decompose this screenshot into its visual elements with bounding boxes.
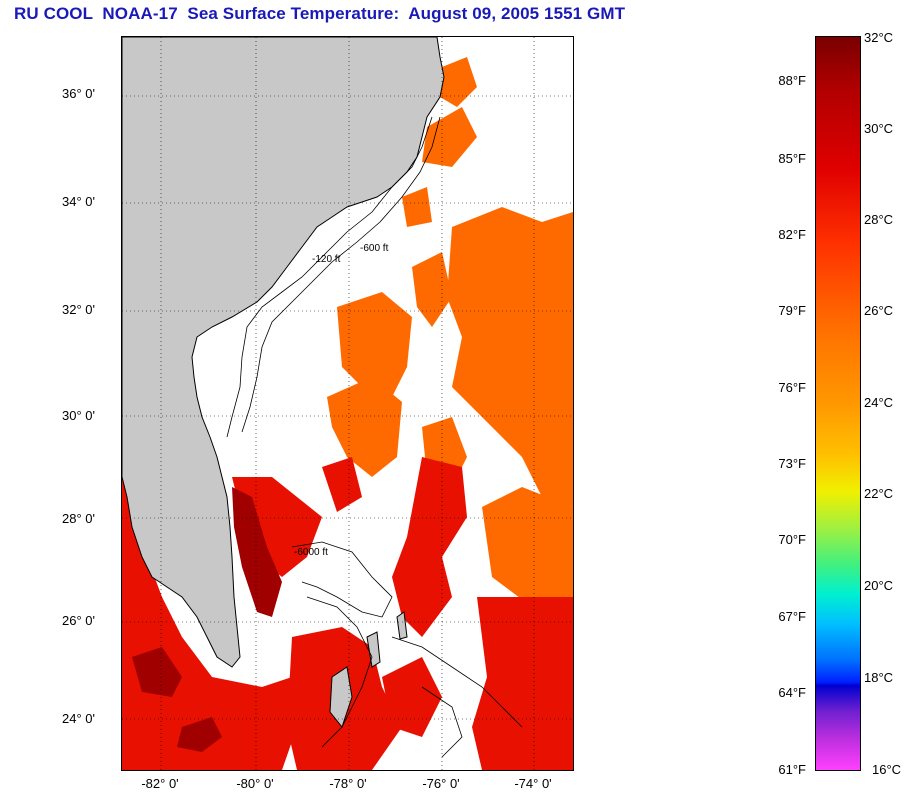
colorbar-c-24: 24°C bbox=[864, 395, 894, 410]
colorbar-c-28: 28°C bbox=[864, 212, 894, 227]
lon-label-74: -74° 0' bbox=[514, 776, 552, 791]
sst-warm-regions bbox=[327, 57, 573, 607]
lat-label-34: 34° 0' bbox=[62, 194, 95, 209]
colorbar-f-61: 61°F bbox=[778, 762, 806, 777]
lat-label-30: 30° 0' bbox=[62, 408, 95, 423]
lon-label-78: -78° 0' bbox=[329, 776, 367, 791]
contour-label-600ft: -600 ft bbox=[360, 243, 389, 254]
colorbar-f-70: 70°F bbox=[778, 532, 806, 547]
contour-label-120ft: -120 ft bbox=[312, 254, 341, 265]
sst-map: -120 ft -600 ft -6000 ft bbox=[121, 36, 574, 771]
bathymetry-contours bbox=[226, 116, 523, 758]
colorbar-f-76: 76°F bbox=[778, 380, 806, 395]
colorbar-c-30: 30°C bbox=[864, 121, 894, 136]
colorbar-f-67: 67°F bbox=[778, 609, 806, 624]
lat-label-32: 32° 0' bbox=[62, 302, 95, 317]
colorbar-c-16: 16°C bbox=[872, 762, 902, 777]
bahamas-islands bbox=[329, 611, 408, 729]
colorbar-f-85: 85°F bbox=[778, 151, 806, 166]
colorbar-c-26: 26°C bbox=[864, 303, 894, 318]
map-title: RU COOL NOAA-17 Sea Surface Temperature:… bbox=[14, 4, 626, 23]
lon-label-82: -82° 0' bbox=[141, 776, 179, 791]
lat-label-28: 28° 0' bbox=[62, 511, 95, 526]
colorbar-f-79: 79°F bbox=[778, 303, 806, 318]
contour-label-6000ft: -6000 ft bbox=[294, 547, 328, 558]
colorbar-c-22: 22°C bbox=[864, 486, 894, 501]
colorbar-c-32: 32°C bbox=[864, 30, 894, 45]
colorbar-f-82: 82°F bbox=[778, 227, 806, 242]
sst-map-canvas: -120 ft -600 ft -6000 ft bbox=[122, 37, 573, 770]
lat-label-24: 24° 0' bbox=[62, 711, 95, 726]
land-mass bbox=[122, 37, 445, 668]
colorbar-f-88: 88°F bbox=[778, 73, 806, 88]
colorbar-f-73: 73°F bbox=[778, 456, 806, 471]
lat-label-26: 26° 0' bbox=[62, 613, 95, 628]
colorbar-c-20: 20°C bbox=[864, 578, 894, 593]
colorbar-f-64: 64°F bbox=[778, 685, 806, 700]
temperature-colorbar bbox=[815, 36, 861, 771]
colorbar-c-18: 18°C bbox=[864, 670, 894, 685]
lat-label-36: 36° 0' bbox=[62, 86, 95, 101]
lon-label-76: -76° 0' bbox=[422, 776, 460, 791]
lon-label-80: -80° 0' bbox=[236, 776, 274, 791]
